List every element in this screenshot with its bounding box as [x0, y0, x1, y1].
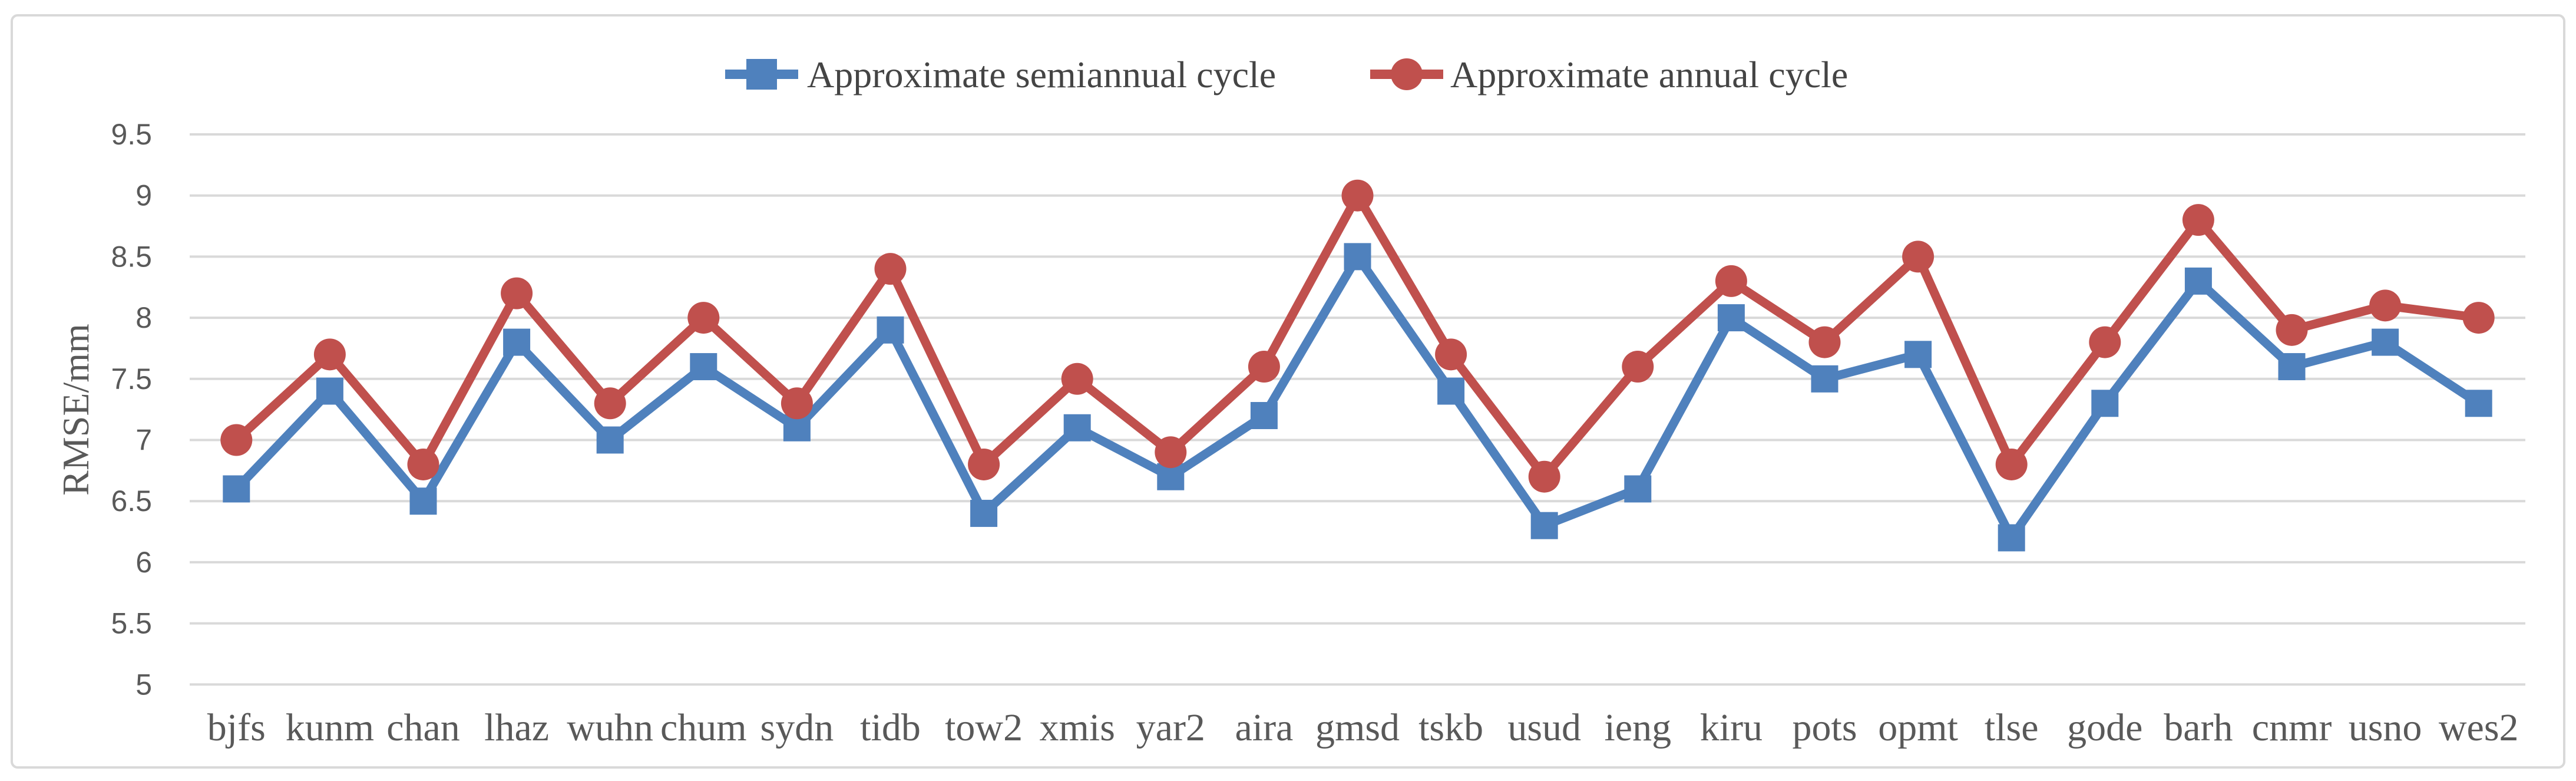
data-point-marker-annual [1248, 351, 1280, 383]
x-category-label: usud [1507, 706, 1581, 749]
data-point-marker-semiannual [1530, 512, 1558, 539]
data-point-marker-annual [220, 424, 253, 456]
x-category-label: usno [2349, 706, 2422, 749]
data-point-marker-semiannual [1998, 524, 2025, 552]
data-point-marker-semiannual [1904, 341, 1932, 368]
data-point-marker-semiannual [2184, 267, 2212, 295]
data-point-marker-annual [1808, 326, 1841, 358]
legend-circle-marker-icon [1391, 58, 1423, 90]
legend: Approximate semiannual cycle Approximate… [725, 54, 1848, 95]
legend-label-semiannual: Approximate semiannual cycle [807, 54, 1276, 95]
data-point-marker-semiannual [596, 426, 624, 454]
y-tick-label: 7 [135, 424, 152, 457]
data-point-marker-semiannual [316, 377, 343, 405]
data-point-marker-annual [501, 277, 533, 309]
chart-border [11, 14, 2565, 769]
x-category-label: wes2 [2439, 706, 2519, 749]
data-point-marker-semiannual [1250, 402, 1278, 430]
data-point-marker-annual [1341, 179, 1374, 212]
x-category-label: sydn [760, 706, 834, 749]
data-point-marker-annual [1528, 460, 1560, 493]
y-axis-tick-labels: 9.5 9 8.5 8 7.5 7 6.5 6 5.5 5 [111, 118, 152, 701]
data-point-marker-annual [313, 338, 346, 371]
data-point-marker-semiannual [1811, 365, 1838, 393]
data-point-marker-semiannual [1437, 377, 1465, 405]
data-point-marker-annual [781, 387, 813, 420]
y-tick-label: 9 [135, 179, 152, 212]
data-point-marker-semiannual [877, 316, 904, 344]
data-point-marker-semiannual [2465, 390, 2492, 417]
x-category-label: yar2 [1136, 706, 1205, 749]
x-category-label: gode [2067, 706, 2142, 749]
gridlines [190, 133, 2525, 686]
data-point-marker-annual [1061, 363, 1093, 395]
data-point-marker-semiannual [2372, 328, 2399, 356]
data-point-marker-semiannual [1624, 475, 1652, 503]
data-point-marker-annual [2182, 204, 2214, 236]
x-category-label: lhaz [484, 706, 549, 749]
data-point-marker-annual [407, 448, 439, 480]
x-category-label: kunm [286, 706, 374, 749]
y-tick-label: 7.5 [111, 363, 152, 396]
series-lines [220, 179, 2495, 552]
data-point-marker-semiannual [2091, 390, 2119, 417]
y-tick-label: 9.5 [111, 118, 152, 151]
y-tick-label: 8 [135, 301, 152, 334]
x-category-label: tlse [1985, 706, 2039, 749]
data-point-marker-annual [2462, 302, 2495, 334]
data-point-marker-annual [2276, 314, 2308, 346]
data-point-marker-annual [1155, 436, 1187, 469]
x-category-label: ieng [1604, 706, 1671, 749]
x-category-label: tskb [1418, 706, 1483, 749]
x-category-label: chum [660, 706, 747, 749]
data-point-marker-semiannual [2278, 353, 2306, 381]
data-point-marker-annual [1622, 351, 1654, 383]
x-category-label: tow2 [945, 706, 1023, 749]
data-point-marker-annual [687, 302, 720, 334]
data-point-marker-annual [1902, 240, 1935, 273]
x-category-label: kiru [1700, 706, 1762, 749]
data-point-marker-annual [1995, 448, 2028, 480]
x-category-label: wuhn [567, 706, 653, 749]
data-point-marker-semiannual [503, 328, 531, 356]
x-category-label: aira [1235, 706, 1293, 749]
y-axis-title: RMSE/mm [55, 324, 97, 496]
data-point-marker-annual [1435, 338, 1467, 371]
x-category-label: pots [1792, 706, 1857, 749]
data-point-marker-semiannual [970, 499, 998, 527]
data-point-marker-semiannual [1063, 414, 1091, 441]
data-point-marker-annual [2089, 326, 2121, 358]
y-tick-label: 5 [135, 668, 152, 701]
data-point-marker-annual [2369, 289, 2402, 322]
legend-item-semiannual: Approximate semiannual cycle [725, 54, 1276, 95]
x-category-label: cnmr [2252, 706, 2332, 749]
data-point-marker-semiannual [409, 487, 437, 515]
data-point-marker-annual [594, 387, 626, 420]
x-category-label: tidb [860, 706, 921, 749]
y-tick-label: 5.5 [111, 607, 152, 640]
y-tick-label: 8.5 [111, 240, 152, 273]
legend-square-marker-icon [746, 59, 777, 90]
data-point-marker-annual [1715, 265, 1747, 297]
data-point-marker-annual [968, 448, 1000, 480]
data-point-marker-semiannual [1344, 243, 1371, 271]
y-tick-label: 6.5 [111, 485, 152, 518]
x-axis-category-labels: bjfs kunm chan lhaz wuhn chum sydn tidb tow2 xmis… [207, 706, 2519, 749]
data-point-marker-semiannual [690, 353, 717, 381]
x-category-label: barh [2164, 706, 2233, 749]
x-category-label: xmis [1040, 706, 1115, 749]
data-point-marker-semiannual [1717, 304, 1745, 332]
x-category-label: gmsd [1315, 706, 1400, 749]
y-tick-label: 6 [135, 546, 152, 579]
legend-item-annual: Approximate annual cycle [1370, 54, 1848, 95]
data-point-marker-semiannual [223, 475, 250, 503]
x-category-label: bjfs [207, 706, 266, 749]
data-point-marker-annual [874, 253, 907, 285]
x-category-label: opmt [1878, 706, 1958, 749]
legend-label-annual: Approximate annual cycle [1450, 54, 1848, 95]
x-category-label: chan [386, 706, 460, 749]
